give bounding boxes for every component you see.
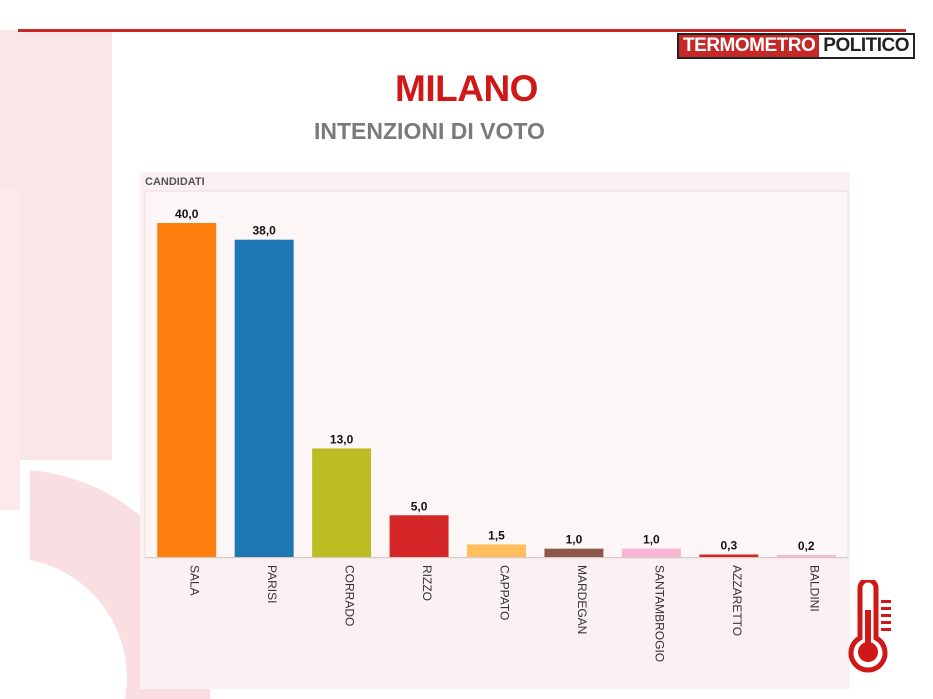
bar-azzaretto: [699, 554, 759, 557]
thermometer-icon: [848, 580, 891, 673]
bar-mardegan: [544, 548, 604, 557]
x-tick-label: RIZZO: [420, 565, 434, 601]
data-label: 1,5: [488, 528, 505, 542]
data-label: 40,0: [175, 207, 199, 221]
x-tick-label: SALA: [188, 565, 202, 596]
data-label: 0,3: [720, 538, 737, 552]
axis-caption: CANDIDATI: [145, 176, 205, 188]
brand-logo-part1: TERMOMETRO: [679, 35, 820, 57]
data-label: 1,0: [566, 533, 583, 547]
x-tick-label: MARDEGAN: [575, 565, 589, 634]
page-title: MILANO: [395, 68, 538, 109]
bar-baldini: [776, 555, 836, 557]
data-label: 5,0: [411, 499, 428, 513]
bar-santambrogio: [621, 548, 681, 557]
x-tick-label: PARISI: [265, 565, 279, 603]
data-label: 0,2: [798, 539, 815, 553]
data-label: 13,0: [330, 432, 354, 446]
bar-sala: [157, 223, 217, 557]
page-subtitle: INTENZIONI DI VOTO: [314, 118, 545, 144]
brand-logo: TERMOMETRO POLITICO: [677, 33, 915, 59]
x-tick-label: AZZARETTO: [730, 565, 744, 636]
bar-rizzo: [389, 515, 449, 557]
bar-corrado: [312, 448, 372, 557]
bar-parisi: [234, 239, 294, 557]
x-tick-label: CORRADO: [343, 565, 357, 626]
data-label: 1,0: [643, 533, 660, 547]
top-rule: [18, 29, 906, 32]
bar-cappato: [467, 544, 526, 557]
brand-logo-part2: POLITICO: [819, 35, 913, 57]
x-tick-label: CAPPATO: [498, 565, 512, 620]
x-tick-label: SANTAMBROGIO: [652, 565, 666, 662]
data-label: 38,0: [252, 224, 276, 238]
x-tick-label: BALDINI: [807, 565, 821, 612]
